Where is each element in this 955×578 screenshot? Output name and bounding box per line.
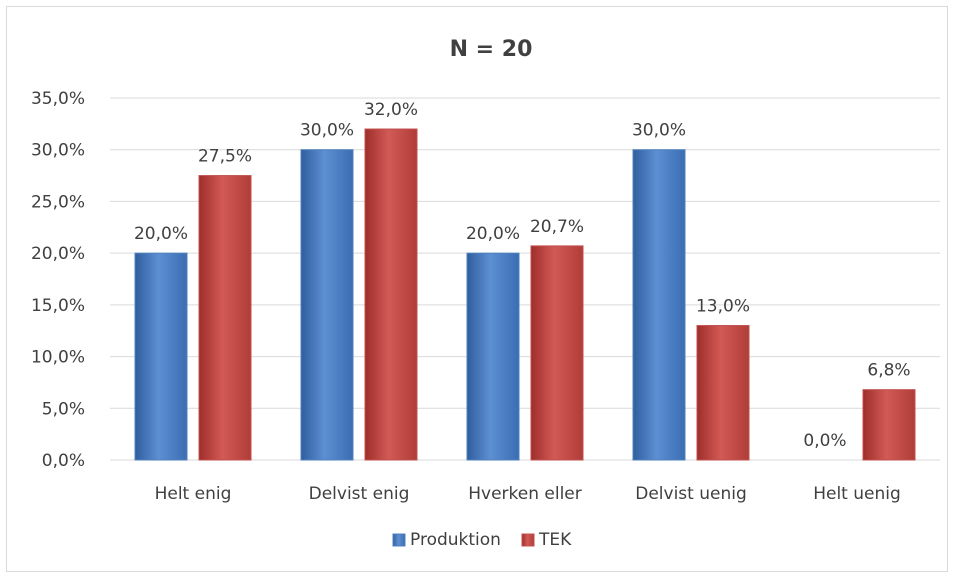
- data-label: 0,0%: [803, 431, 846, 451]
- bar-tek: [862, 389, 916, 461]
- x-category-label: Hverken eller: [468, 484, 582, 504]
- data-label: 13,0%: [696, 297, 750, 317]
- y-tick-label: 5,0%: [42, 399, 85, 419]
- bar-tek: [364, 128, 418, 461]
- bar-tek: [530, 245, 584, 461]
- data-label: 20,0%: [134, 224, 188, 244]
- y-tick-label: 10,0%: [31, 348, 85, 368]
- bar-produktion: [134, 252, 188, 461]
- y-tick-label: 35,0%: [31, 89, 85, 109]
- chart-title: N = 20: [450, 37, 533, 62]
- data-label: 27,5%: [198, 147, 252, 167]
- bar-produktion: [300, 149, 354, 461]
- bar-tek: [696, 325, 750, 461]
- x-axis-categories: Helt enig Delvist enig Hverken eller Delvis…: [155, 484, 901, 504]
- y-axis-ticks: 0,0% 5,0% 10,0% 15,0% 20,0% 25,0% 30,0% 35,0%: [31, 89, 85, 471]
- y-tick-label: 0,0%: [42, 451, 85, 471]
- x-category-label: Delvist uenig: [635, 484, 747, 504]
- data-label: 30,0%: [632, 121, 686, 141]
- legend-swatch: [392, 533, 406, 547]
- x-category-label: Helt uenig: [813, 484, 901, 504]
- y-tick-label: 20,0%: [31, 244, 85, 264]
- data-label: 20,0%: [466, 224, 520, 244]
- data-label: 30,0%: [300, 121, 354, 141]
- legend-swatch: [521, 533, 535, 547]
- data-label: 32,0%: [364, 100, 418, 120]
- bar-tek: [198, 175, 252, 461]
- data-labels: 20,0% 27,5% 30,0% 32,0% 20,0% 20,7% 30,0% 13,0%…: [134, 100, 911, 451]
- x-category-label: Delvist enig: [309, 484, 410, 504]
- y-tick-label: 15,0%: [31, 296, 85, 316]
- x-category-label: Helt enig: [155, 484, 232, 504]
- legend-label: TEK: [538, 530, 572, 550]
- data-label: 6,8%: [867, 361, 910, 381]
- legend: Produktion TEK: [392, 530, 572, 550]
- legend-label: Produktion: [410, 530, 501, 550]
- y-tick-label: 30,0%: [31, 141, 85, 161]
- y-tick-label: 25,0%: [31, 192, 85, 212]
- data-label: 20,7%: [530, 217, 584, 237]
- bar-produktion: [632, 149, 686, 461]
- bar-produktion: [466, 252, 520, 461]
- bars: [134, 128, 916, 461]
